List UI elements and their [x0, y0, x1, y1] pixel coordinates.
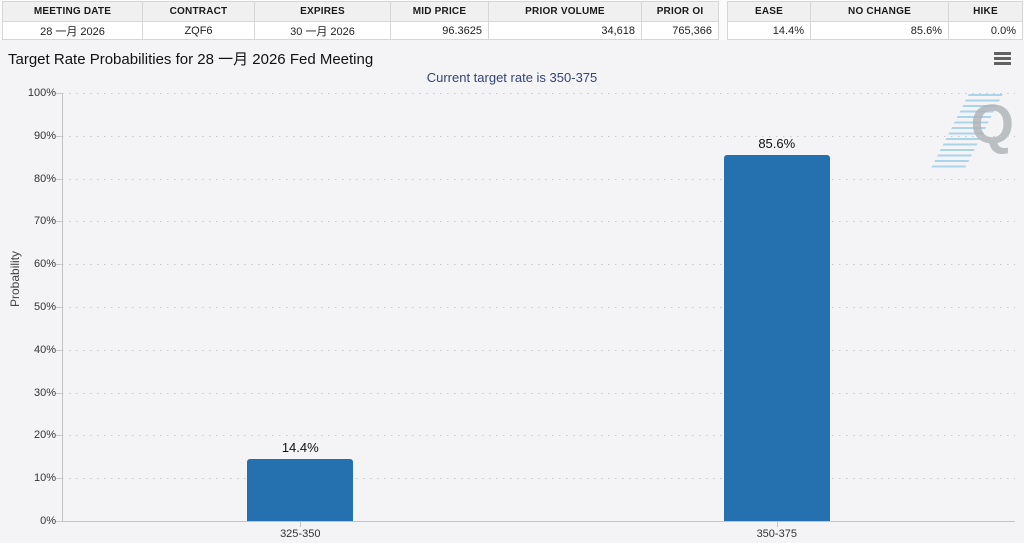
contract-summary-table: MEETING DATE CONTRACT EXPIRES MID PRICE …	[2, 1, 719, 40]
col-no-change: NO CHANGE	[810, 1, 949, 22]
rate-move-table: EASE NO CHANGE HIKE 14.4% 85.6% 0.0%	[727, 1, 1023, 40]
y-tick-90	[56, 135, 62, 137]
y-tick-label-40: 40%	[33, 343, 56, 356]
chart-panel: Target Rate Probabilities for 28 一月 2026…	[0, 40, 1024, 543]
y-gridline-90	[62, 135, 1015, 137]
mid-price-value: 96.3625	[390, 21, 489, 40]
bar-value-label-350-375: 85.6%	[758, 135, 796, 151]
y-gridline-10	[62, 478, 1015, 480]
meeting-date-value: 28 一月 2026	[2, 21, 143, 40]
col-ease: EASE	[727, 1, 811, 22]
col-contract: CONTRACT	[142, 1, 255, 22]
y-gridline-100	[62, 93, 1015, 94]
y-axis-line	[62, 93, 63, 521]
y-tick-label-20: 20%	[33, 429, 56, 442]
rate-value-row: 14.4% 85.6% 0.0%	[727, 21, 1023, 40]
summary-value-row: 28 一月 2026 ZQF6 30 一月 2026 96.3625 34,61…	[2, 21, 719, 40]
y-tick-60	[56, 264, 62, 266]
y-gridline-30	[62, 392, 1015, 394]
prior-volume-value: 34,618	[488, 21, 642, 40]
bar-value-label-325-350: 14.4%	[281, 440, 319, 456]
y-tick-100	[56, 93, 62, 94]
y-tick-label-60: 60%	[33, 258, 56, 271]
rate-header-row: EASE NO CHANGE HIKE	[727, 1, 1023, 22]
chart-context-menu-button[interactable]	[994, 52, 1011, 66]
y-tick-70	[56, 221, 62, 223]
summary-header-row: MEETING DATE CONTRACT EXPIRES MID PRICE …	[2, 1, 719, 22]
y-gridline-70	[62, 221, 1015, 223]
prior-oi-value: 765,366	[641, 21, 719, 40]
x-category-label-1: 350-375	[756, 528, 797, 540]
contract-tables-row: MEETING DATE CONTRACT EXPIRES MID PRICE …	[0, 0, 1024, 40]
col-hike: HIKE	[948, 1, 1023, 22]
y-gridline-80	[62, 178, 1015, 180]
watermark-q-icon: Q	[970, 92, 1014, 155]
y-tick-label-30: 30%	[33, 386, 56, 399]
y-tick-label-50: 50%	[33, 301, 56, 313]
col-prior-oi: PRIOR OI	[641, 1, 719, 22]
col-meeting-date: MEETING DATE	[2, 1, 143, 22]
bar-325-350[interactable]	[247, 459, 354, 521]
watermark-stripes-icon	[931, 94, 1003, 168]
col-mid-price: MID PRICE	[390, 1, 489, 22]
y-gridline-20	[62, 435, 1015, 437]
y-tick-0	[56, 521, 62, 522]
hike-value: 0.0%	[948, 21, 1023, 40]
x-tick-0	[300, 522, 302, 527]
y-gridline-40	[62, 349, 1015, 351]
y-tick-label-0: 0%	[40, 515, 56, 527]
x-axis-line	[62, 521, 1015, 522]
y-tick-40	[56, 349, 62, 351]
y-tick-10	[56, 478, 62, 480]
bar-chart-plot: Q Probability 0% 10% 20% 30% 40% 50% 60% 70% 80%…	[0, 40, 1024, 543]
y-gridline-60	[62, 264, 1015, 266]
expires-value: 30 一月 2026	[254, 21, 391, 40]
quikstrike-watermark: Q	[931, 92, 1016, 168]
y-tick-30	[56, 392, 62, 394]
x-tick-1	[776, 522, 778, 527]
y-tick-label-100: 100%	[27, 87, 56, 99]
col-expires: EXPIRES	[254, 1, 391, 22]
y-tick-50	[56, 307, 62, 308]
chart-subtitle: Current target rate is 350-375	[426, 70, 598, 85]
ease-value: 14.4%	[727, 21, 811, 40]
x-category-label-0: 325-350	[280, 528, 321, 540]
hamburger-icon	[994, 52, 1011, 55]
y-tick-label-90: 90%	[33, 129, 56, 142]
contract-value: ZQF6	[142, 21, 255, 40]
chart-title: Target Rate Probabilities for 28 一月 2026…	[8, 51, 374, 68]
y-gridline-50	[62, 307, 1015, 308]
y-tick-label-70: 70%	[33, 215, 56, 228]
y-tick-80	[56, 178, 62, 180]
bar-350-375[interactable]	[723, 154, 830, 521]
y-tick-20	[56, 435, 62, 437]
y-tick-label-80: 80%	[33, 172, 56, 185]
y-tick-label-10: 10%	[33, 472, 56, 485]
col-prior-volume: PRIOR VOLUME	[488, 1, 642, 22]
no-change-value: 85.6%	[810, 21, 949, 40]
